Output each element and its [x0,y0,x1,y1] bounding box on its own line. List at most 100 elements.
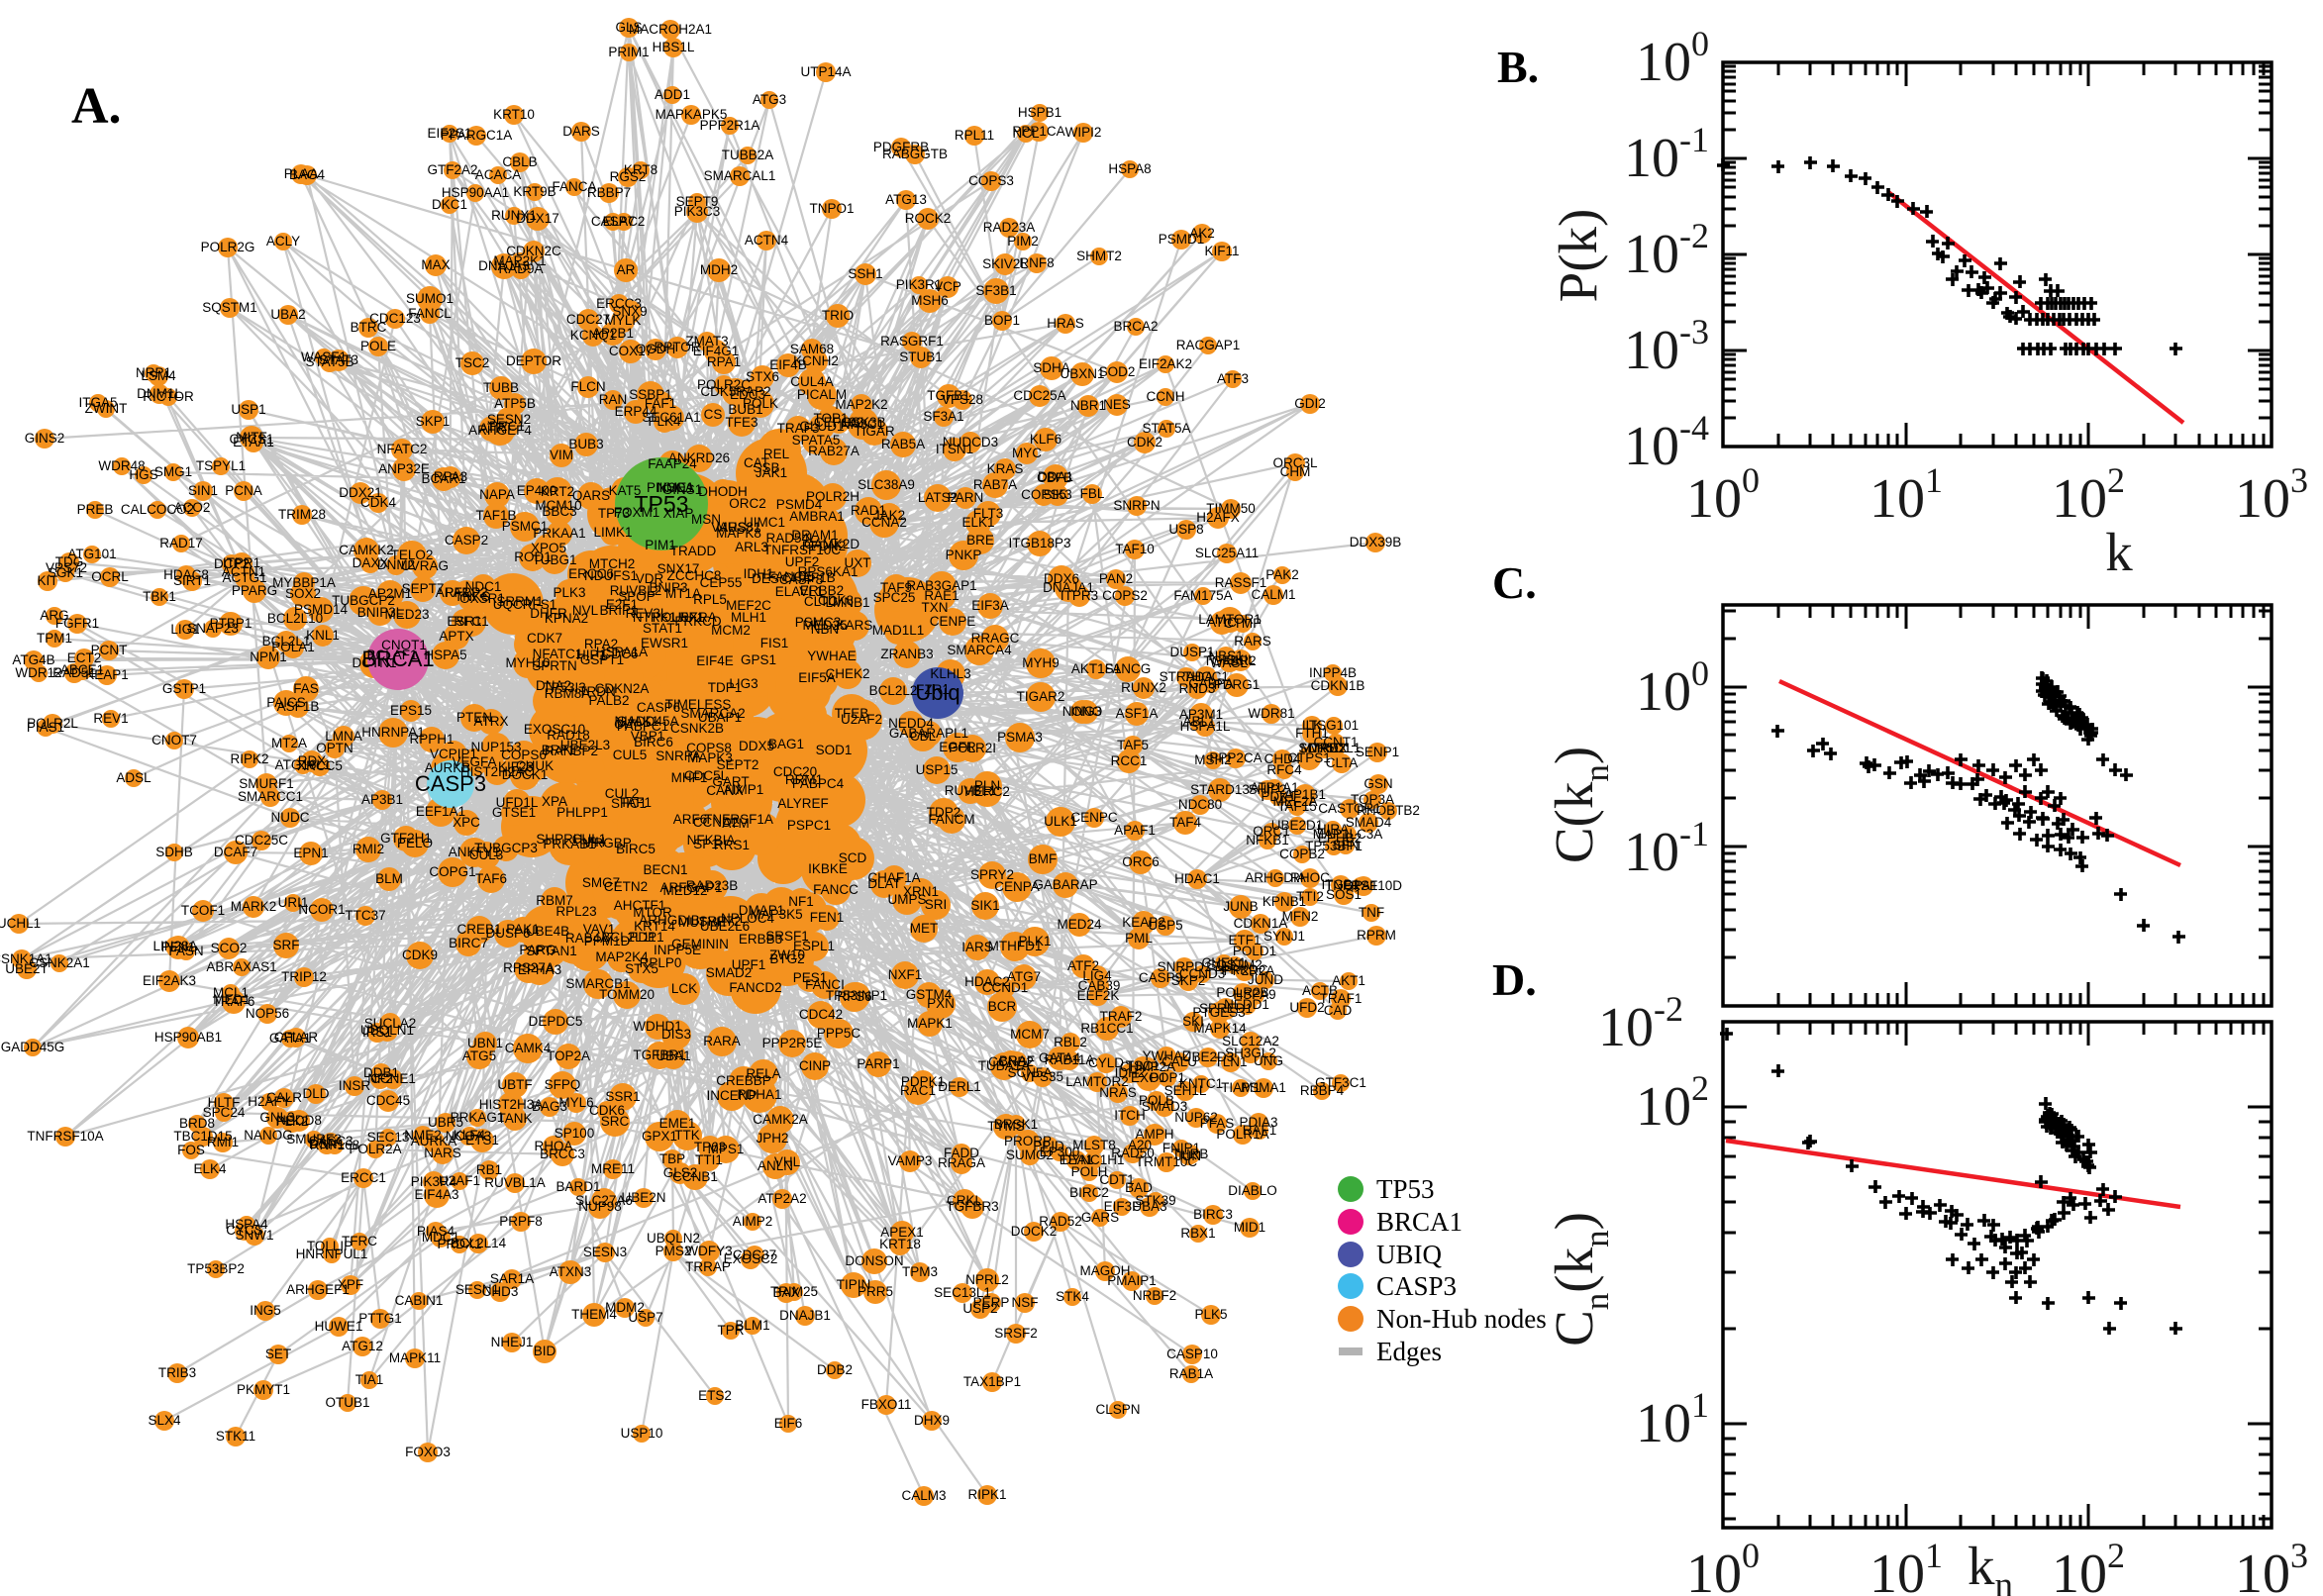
svg-text:CAMK4: CAMK4 [505,1041,552,1055]
svg-text:CLTC: CLTC [804,594,839,609]
svg-text:KRT18: KRT18 [879,1237,921,1251]
svg-text:BLM1: BLM1 [735,1318,769,1333]
svg-text:BCR: BCR [988,999,1017,1014]
svg-text:EWSR1: EWSR1 [641,636,688,650]
svg-text:BBC3: BBC3 [542,504,576,519]
svg-text:OCRL: OCRL [91,569,129,584]
svg-text:ARL3: ARL3 [735,540,768,554]
svg-text:MED12: MED12 [662,883,707,898]
svg-text:RNF8: RNF8 [1019,255,1054,270]
svg-text:SOS1: SOS1 [1326,887,1362,902]
svg-text:RPA2: RPA2 [584,637,618,651]
svg-text:BIRC2: BIRC2 [1069,1185,1109,1200]
svg-text:CDC42: CDC42 [799,1007,843,1022]
svg-text:YWHAE: YWHAE [807,648,857,663]
svg-text:Ubiq: Ubiq [915,680,960,705]
svg-text:CAMK2A: CAMK2A [753,1112,808,1127]
svg-text:RUNX1: RUNX1 [491,208,537,223]
svg-text:RANBP2: RANBP2 [545,744,598,758]
svg-text:AIMP1: AIMP1 [724,782,764,797]
svg-text:XPA: XPA [542,794,567,809]
svg-text:PCNA: PCNA [225,483,262,498]
svg-text:TNFRSF10A: TNFRSF10A [27,1129,103,1144]
svg-text:NUDCD3: NUDCD3 [943,435,998,449]
svg-text:MT2A: MT2A [271,736,307,750]
svg-text:RPL5: RPL5 [693,592,727,607]
svg-text:TRIB3: TRIB3 [158,1365,196,1380]
svg-text:CHEK2: CHEK2 [825,666,869,681]
svg-text:MTHFD1: MTHFD1 [988,939,1043,953]
svg-text:HBS1L: HBS1L [653,40,695,54]
svg-text:NUDC: NUDC [271,810,310,825]
svg-text:CASP2: CASP2 [445,533,488,548]
svg-text:KNTC1: KNTC1 [1179,1076,1223,1091]
svg-text:TP53: TP53 [1376,1174,1435,1204]
svg-text:ITPR3: ITPR3 [1060,588,1098,603]
svg-text:HSPB1: HSPB1 [1018,105,1061,120]
svg-text:DEPTOR: DEPTOR [506,353,561,368]
svg-text:RAD23A: RAD23A [983,220,1036,235]
svg-text:NES: NES [1103,397,1131,412]
svg-text:ADD1: ADD1 [655,87,690,102]
svg-text:INPP4B: INPP4B [1309,665,1357,680]
svg-text:MYH9: MYH9 [1022,655,1060,670]
svg-text:BAG4: BAG4 [289,167,326,182]
svg-text:FBXO11: FBXO11 [861,1397,912,1412]
svg-text:TAF15: TAF15 [1277,799,1317,814]
svg-text:PLK3: PLK3 [553,585,585,600]
svg-text:BRCC3: BRCC3 [540,1147,585,1161]
svg-text:DNA2: DNA2 [536,678,571,693]
svg-text:ALYREF: ALYREF [777,796,829,811]
svg-text:HGS: HGS [129,467,157,482]
svg-text:GTF2A2: GTF2A2 [427,162,477,177]
svg-text:AR: AR [617,262,636,277]
svg-text:CASP7: CASP7 [591,214,635,229]
svg-text:VBP1: VBP1 [631,729,665,744]
svg-text:EIF2AK3: EIF2AK3 [143,973,196,988]
svg-text:HNRNPA1: HNRNPA1 [361,725,425,740]
svg-text:HSPA4: HSPA4 [225,1217,268,1232]
svg-text:BUB3: BUB3 [568,437,603,451]
svg-text:BIRC7: BIRC7 [449,936,488,950]
svg-text:ANKFY1: ANKFY1 [449,845,501,859]
svg-text:SQSTM1: SQSTM1 [202,300,257,315]
svg-text:NME2: NME2 [404,1128,442,1143]
svg-text:CNOT7: CNOT7 [152,733,197,748]
svg-text:CHAF1B: CHAF1B [782,570,835,585]
svg-text:PDPK1: PDPK1 [901,1074,945,1089]
svg-text:SIK1: SIK1 [970,898,999,913]
svg-text:NXF1: NXF1 [888,967,923,982]
svg-text:CCNH: CCNH [1147,389,1185,404]
svg-text:MHF1: MHF1 [671,770,708,785]
svg-text:PTTG1: PTTG1 [358,1311,402,1326]
svg-text:CUL4A: CUL4A [790,374,834,389]
svg-text:UBA3: UBA3 [1132,1199,1166,1214]
svg-text:ATG12: ATG12 [342,1339,383,1353]
svg-text:CETN2: CETN2 [604,879,648,894]
svg-text:QARS: QARS [572,488,610,503]
svg-text:POLR2C: POLR2C [697,377,751,392]
svg-text:P(k): P(k) [1548,209,1608,303]
svg-text:MRGBP: MRGBP [582,836,632,850]
svg-text:CIT: CIT [614,717,636,732]
svg-text:ELK1: ELK1 [961,515,994,530]
svg-text:PLK4: PLK4 [648,414,681,429]
svg-text:STAT5A: STAT5A [1142,421,1190,436]
svg-text:DIS3: DIS3 [661,1027,691,1042]
svg-text:BOP1: BOP1 [984,313,1020,328]
svg-text:ERBB3: ERBB3 [739,932,782,947]
svg-text:STAT1: STAT1 [643,621,682,636]
svg-text:CDC27: CDC27 [566,312,610,327]
svg-text:HSP90AA1: HSP90AA1 [442,185,509,200]
svg-text:ECT2: ECT2 [67,650,102,665]
svg-text:PIAS4: PIAS4 [417,1224,455,1239]
svg-text:ACLY: ACLY [266,234,300,249]
svg-text:PRKAB1: PRKAB1 [543,837,595,851]
svg-text:WASF1: WASF1 [301,349,347,364]
svg-text:TUBB: TUBB [483,380,519,395]
svg-text:CAT: CAT [744,455,769,470]
svg-text:RMI1: RMI1 [207,1135,239,1149]
svg-text:DHODH: DHODH [698,484,748,499]
svg-text:JUN: JUN [1175,1148,1201,1163]
svg-text:CHD3: CHD3 [482,1284,519,1299]
